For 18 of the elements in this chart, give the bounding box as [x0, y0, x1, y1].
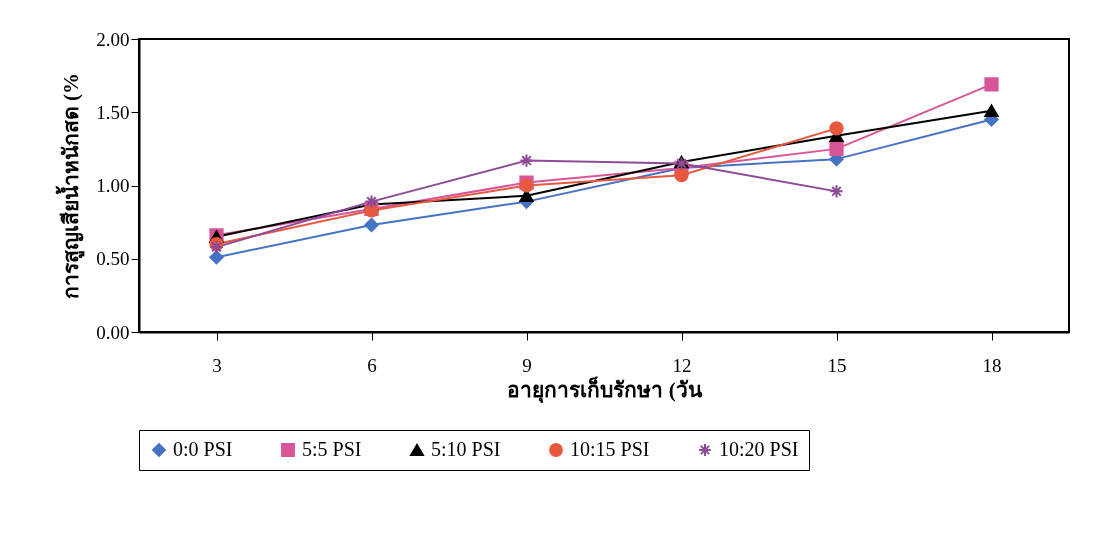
y-tick-label: 0.00 — [96, 321, 130, 343]
x-tick-label: 15 — [827, 354, 847, 376]
x-tick-label: 6 — [367, 354, 377, 376]
legend-label: 0:0 PSI — [173, 438, 233, 460]
legend-label: 5:5 PSI — [302, 438, 362, 460]
y-tick-label: 2.00 — [96, 28, 130, 50]
y-tick-label: 0.50 — [96, 248, 130, 270]
y-axis-title: การสูญเสียน้ำหนักสด (% — [55, 72, 86, 300]
x-axis-title: อายุการเก็บรักษา (วัน — [507, 375, 703, 404]
legend-label: 5:10 PSI — [431, 438, 501, 460]
legend-label: 10:20 PSI — [719, 438, 799, 460]
y-tick-label: 1.50 — [96, 101, 130, 123]
x-tick-label: 18 — [982, 354, 1002, 376]
x-tick-label: 3 — [212, 354, 222, 376]
legend-label: 10:15 PSI — [570, 438, 650, 460]
y-tick-label: 1.00 — [96, 175, 130, 196]
x-tick-label: 12 — [672, 354, 692, 376]
x-tick-label: 9 — [522, 354, 532, 376]
